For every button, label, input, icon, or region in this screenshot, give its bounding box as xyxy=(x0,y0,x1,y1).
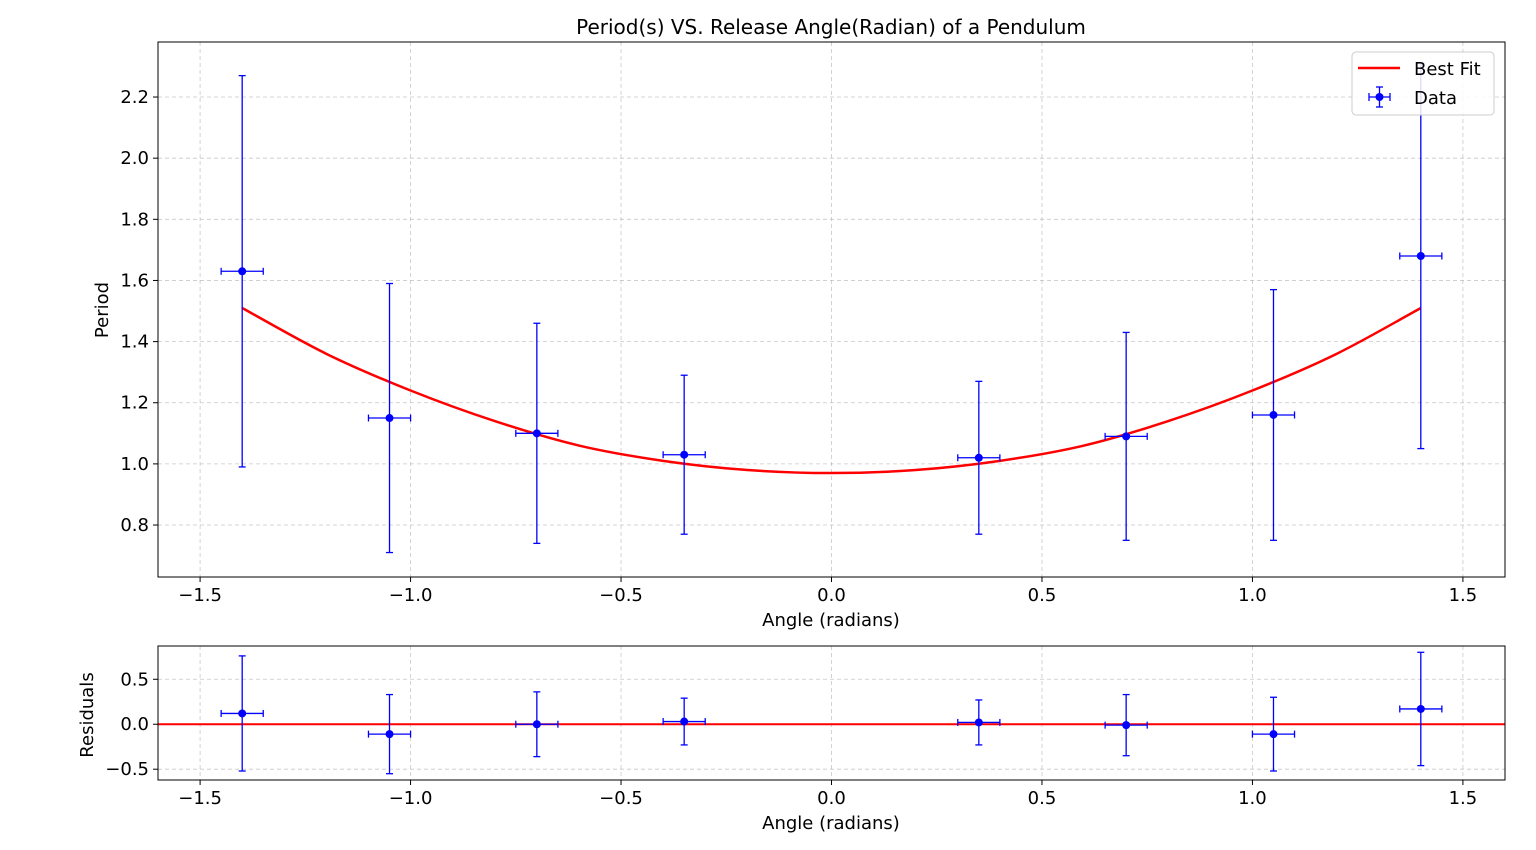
main-chart: Period(s) VS. Release Angle(Radian) of a… xyxy=(92,15,1506,631)
main-data-point-group xyxy=(662,374,706,535)
main-y-tick-label: 1.4 xyxy=(120,332,149,353)
resid-x-tick-label: −0.5 xyxy=(599,788,643,809)
data-layer xyxy=(220,62,1443,554)
resid-data-point-group xyxy=(662,697,706,746)
main-x-tick-label: 1.5 xyxy=(1449,585,1478,606)
main-y-tick-label: 1.6 xyxy=(120,270,149,291)
resid-data-point-group xyxy=(367,693,412,775)
main-chart-title: Period(s) VS. Release Angle(Radian) of a… xyxy=(576,15,1086,39)
main-x-axis-label: Angle (radians) xyxy=(762,610,900,631)
main-x-tick-label: −0.5 xyxy=(599,585,643,606)
resid-data-point xyxy=(974,718,983,727)
main-y-tick-label: 0.8 xyxy=(120,515,149,536)
resid-data-point-group xyxy=(1251,696,1296,772)
main-y-ticks: 0.8 1.0 1.2 1.4 1.6 1.8 2.0 2.2 xyxy=(120,87,158,536)
resid-data-point-group xyxy=(957,699,1001,746)
main-data-point xyxy=(1122,432,1131,441)
resid-x-tick-label: 1.0 xyxy=(1238,788,1267,809)
residuals-x-axis-label: Angle (radians) xyxy=(762,813,900,834)
main-y-tick-label: 1.2 xyxy=(120,393,149,414)
main-x-tick-label: 0.0 xyxy=(817,585,846,606)
resid-x-tick-label: −1.5 xyxy=(178,788,222,809)
main-data-point xyxy=(238,267,247,276)
resid-data-point xyxy=(385,730,394,739)
main-data-point-group xyxy=(515,322,559,545)
main-data-point xyxy=(1416,252,1425,260)
resid-y-tick-label: −0.5 xyxy=(105,759,149,780)
legend-best-fit-label: Best Fit xyxy=(1414,59,1481,80)
legend: Best Fit Data xyxy=(1351,51,1495,116)
main-data-point-group xyxy=(1104,331,1148,541)
resid-data-point-group xyxy=(515,691,559,758)
resid-data-point-group xyxy=(220,655,264,772)
main-data-point xyxy=(385,414,394,423)
resid-data-point xyxy=(532,720,541,729)
legend-data-label: Data xyxy=(1414,88,1457,109)
main-data-point xyxy=(974,453,983,462)
main-y-tick-label: 2.0 xyxy=(120,148,149,169)
resid-data-point xyxy=(238,709,247,718)
resid-data-point xyxy=(1122,721,1131,730)
resid-x-tick-label: 0.5 xyxy=(1028,788,1057,809)
main-y-tick-label: 1.0 xyxy=(120,454,149,475)
main-y-axis-label: Period xyxy=(92,282,113,338)
resid-data-point-group xyxy=(1104,693,1148,757)
resid-x-tick-label: −1.0 xyxy=(389,788,433,809)
residuals-x-ticks: −1.5 −1.0 −0.5 0.0 0.5 1.0 1.5 xyxy=(178,780,1477,809)
main-data-point xyxy=(680,450,689,459)
main-data-point-group xyxy=(1251,288,1296,541)
best-fit-layer xyxy=(241,306,1422,475)
residuals-y-ticks: −0.5 0.0 0.5 xyxy=(105,669,158,780)
main-y-tick-label: 1.8 xyxy=(120,209,149,230)
main-x-ticks: −1.5 −1.0 −0.5 0.0 0.5 1.0 1.5 xyxy=(178,577,1477,606)
legend-data-swatch xyxy=(1368,86,1391,108)
resid-y-tick-label: 0.5 xyxy=(120,669,149,690)
resid-data-point xyxy=(680,717,689,726)
main-grid xyxy=(158,42,1505,577)
best-fit-curve xyxy=(241,306,1422,475)
resid-y-tick-label: 0.0 xyxy=(120,714,149,735)
main-x-tick-label: 0.5 xyxy=(1028,585,1057,606)
main-data-point-group xyxy=(957,380,1001,535)
resid-x-tick-label: 1.5 xyxy=(1449,788,1478,809)
resid-data-point-group xyxy=(1399,651,1443,767)
resid-x-tick-label: 0.0 xyxy=(817,788,846,809)
main-data-point-group xyxy=(367,282,412,554)
main-data-point xyxy=(532,429,541,438)
residuals-y-axis-label: Residuals xyxy=(77,672,98,757)
resid-data-point xyxy=(1416,704,1425,713)
main-x-tick-label: −1.0 xyxy=(389,585,433,606)
main-y-tick-label: 2.2 xyxy=(120,87,149,108)
main-x-tick-label: −1.5 xyxy=(178,585,222,606)
main-x-tick-label: 1.0 xyxy=(1238,585,1267,606)
residuals-plot-frame xyxy=(157,645,1506,781)
main-data-point-group xyxy=(220,74,264,468)
residuals-data-layer xyxy=(220,651,1443,775)
main-data-point xyxy=(1269,410,1278,419)
resid-data-point xyxy=(1269,730,1278,739)
residuals-chart: −1.5 −1.0 −0.5 0.0 0.5 1.0 1.5 −0.5 0.0 0.5 Angl… xyxy=(77,645,1506,834)
main-plot-frame xyxy=(157,41,1506,578)
